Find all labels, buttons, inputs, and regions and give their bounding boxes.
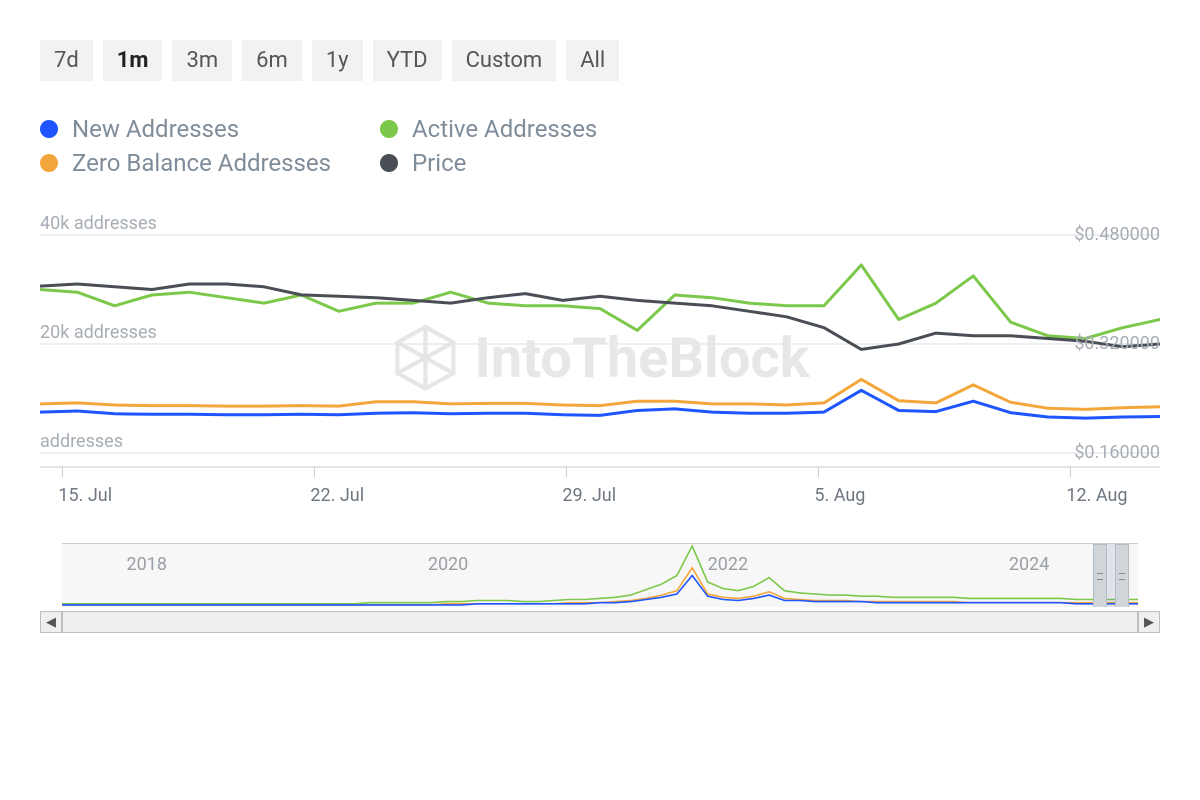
range-7d[interactable]: 7d	[40, 40, 93, 81]
main-chart[interactable]: IntoTheBlock addresses20k addresses40k a…	[40, 217, 1160, 507]
y-right-tick-label: $0.480000	[1074, 224, 1160, 245]
navigator-handle-left[interactable]	[1093, 544, 1107, 607]
navigator-canvas	[62, 544, 1138, 607]
chart-navigator[interactable]: 2018 2020 2022 2024 ◀ ▶	[40, 543, 1160, 633]
legend-label: Zero Balance Addresses	[72, 149, 331, 177]
legend-item-active-addresses[interactable]: Active Addresses	[380, 115, 720, 143]
x-tick-label: 15. Jul	[58, 485, 112, 506]
legend-label: New Addresses	[72, 115, 239, 143]
range-1y[interactable]: 1y	[312, 40, 363, 81]
navigator-scrollbar[interactable]	[62, 611, 1138, 633]
chart-canvas	[40, 217, 1160, 507]
legend-dot-icon	[40, 154, 58, 172]
navigator-handle-right[interactable]	[1115, 544, 1129, 607]
legend-label: Price	[412, 149, 466, 177]
y-left-tick-label: 20k addresses	[40, 322, 157, 343]
navigator-year-label: 2024	[1009, 554, 1049, 575]
x-tick-label: 5. Aug	[814, 485, 865, 506]
range-3m[interactable]: 3m	[172, 40, 232, 81]
scroll-right-button[interactable]: ▶	[1138, 611, 1160, 633]
legend-dot-icon	[380, 120, 398, 138]
range-6m[interactable]: 6m	[242, 40, 302, 81]
legend-item-zero-balance-addresses[interactable]: Zero Balance Addresses	[40, 149, 380, 177]
scroll-left-button[interactable]: ◀	[40, 611, 62, 633]
y-left-tick-label: 40k addresses	[40, 213, 157, 234]
range-1m[interactable]: 1m	[103, 40, 163, 81]
legend-dot-icon	[40, 120, 58, 138]
x-tick-label: 29. Jul	[562, 485, 616, 506]
navigator-year-label: 2022	[708, 554, 748, 575]
legend-label: Active Addresses	[412, 115, 597, 143]
navigator-year-label: 2018	[127, 554, 167, 575]
range-all[interactable]: All	[566, 40, 619, 81]
chart-legend: New Addresses Active Addresses Zero Balanc…	[40, 115, 1160, 177]
range-ytd[interactable]: YTD	[373, 40, 442, 81]
y-right-tick-label: $0.160000	[1074, 442, 1160, 463]
legend-item-price[interactable]: Price	[380, 149, 720, 177]
legend-dot-icon	[380, 154, 398, 172]
y-right-tick-label: $0.320000	[1074, 333, 1160, 354]
y-left-tick-label: addresses	[40, 431, 123, 452]
x-tick-label: 12. Aug	[1066, 485, 1127, 506]
range-custom[interactable]: Custom	[452, 40, 557, 81]
navigator-year-label: 2020	[428, 554, 468, 575]
x-tick-label: 22. Jul	[310, 485, 364, 506]
legend-item-new-addresses[interactable]: New Addresses	[40, 115, 380, 143]
navigator-plot[interactable]: 2018 2020 2022 2024	[62, 543, 1138, 607]
range-selector: 7d1m3m6m1yYTDCustomAll	[40, 40, 1160, 81]
